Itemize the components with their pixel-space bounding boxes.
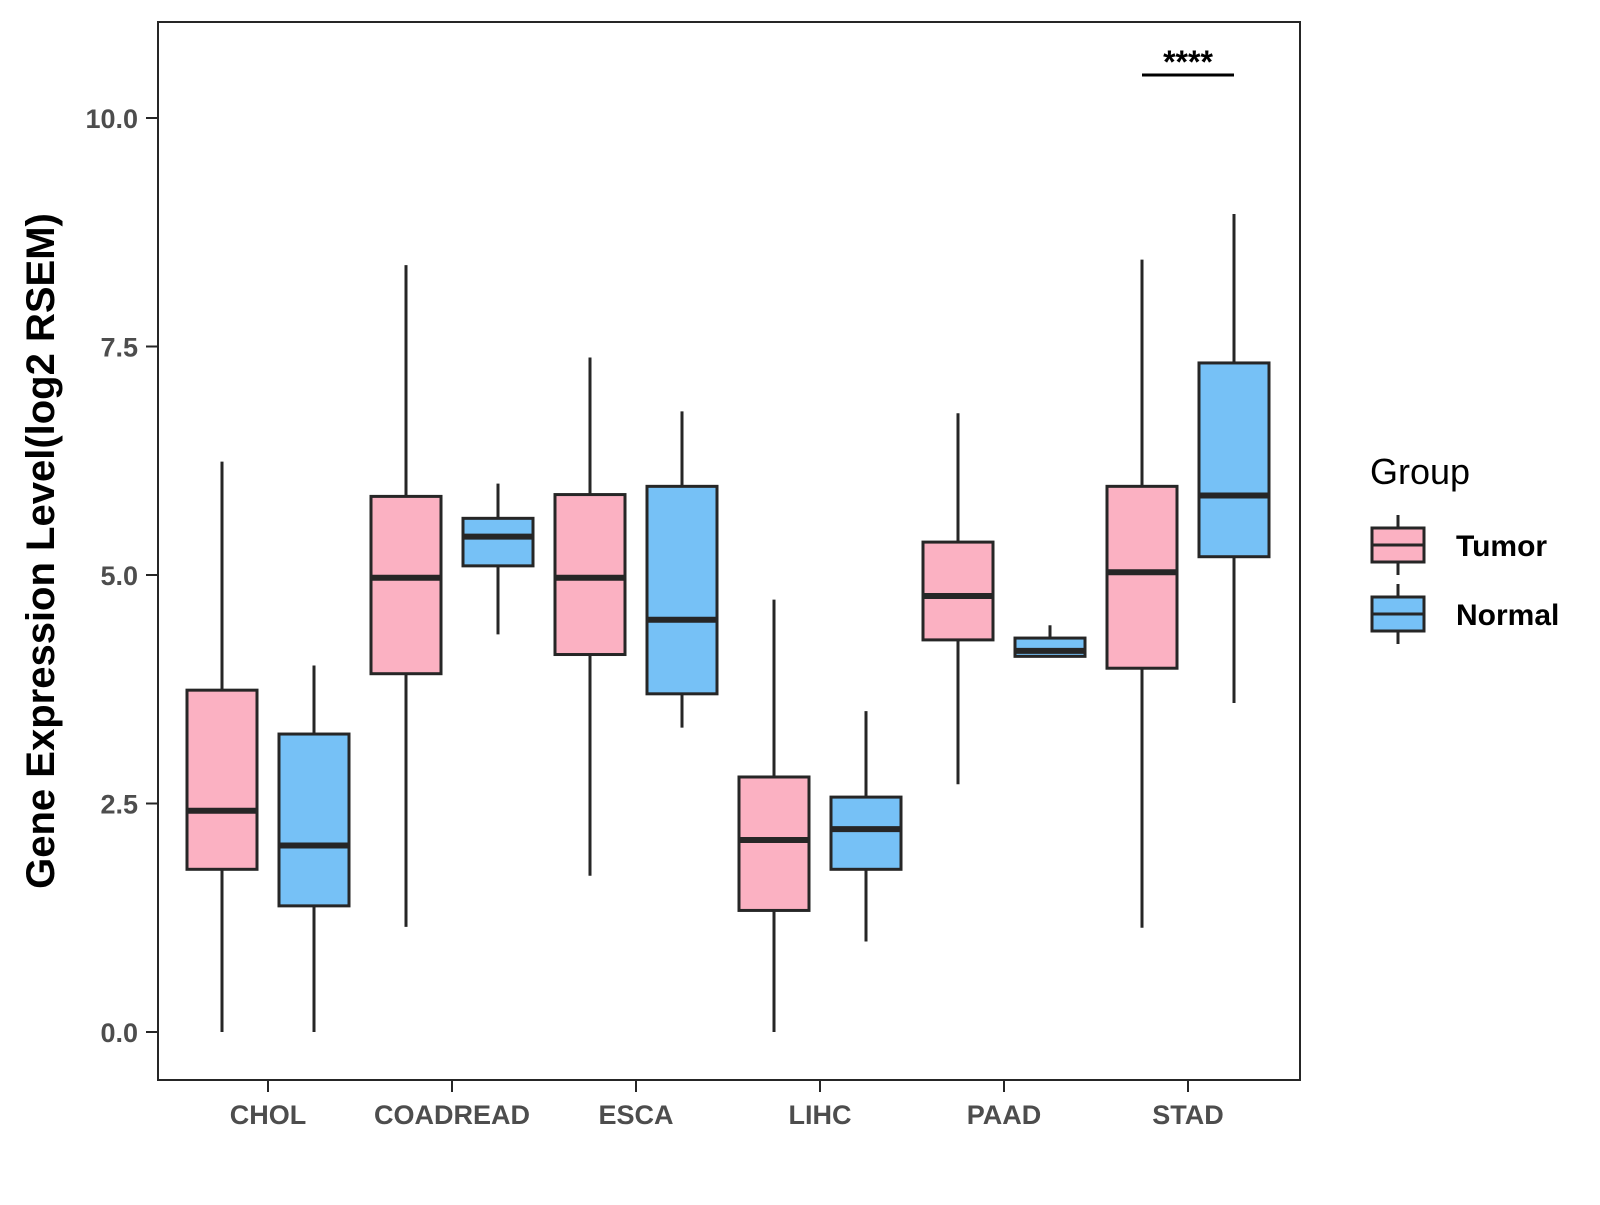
box-body [829, 795, 903, 871]
box-body [369, 494, 443, 676]
plot-panel-border [157, 21, 1301, 1081]
box-tumor-lihc [737, 599, 811, 1032]
legend-title: Group [1370, 451, 1470, 492]
x-tick-label-paad: PAAD [967, 1100, 1042, 1130]
x-tick-label-lihc: LIHC [789, 1100, 852, 1130]
y-tick-label: 0.0 [100, 1018, 138, 1048]
box-tumor-stad [1105, 259, 1179, 928]
significance-label-stad: **** [1163, 44, 1213, 80]
y-axis-title: Gene Expression Level(log2 RSEM) [19, 213, 63, 889]
box-body [645, 484, 719, 696]
annotation-layer: **** [1142, 44, 1234, 80]
box-body [277, 732, 351, 908]
box-normal-esca [645, 411, 719, 728]
box-normal-chol [277, 665, 351, 1032]
box-body [461, 516, 535, 568]
y-tick-label: 5.0 [100, 561, 138, 591]
box-tumor-paad [921, 413, 995, 785]
legend-entry-tumor: Tumor [1370, 515, 1547, 575]
x-tick-label-esca: ESCA [598, 1100, 673, 1130]
box-body [921, 540, 995, 642]
box-normal-lihc [829, 711, 903, 942]
y-tick-label: 2.5 [100, 790, 138, 820]
x-tick-label-chol: CHOL [230, 1100, 307, 1130]
box-body [1105, 484, 1179, 670]
legend-label-normal: Normal [1456, 599, 1559, 632]
legend-label-tumor: Tumor [1456, 530, 1547, 563]
box-body [737, 775, 811, 912]
axes-layer: 0.0 2.5 5.0 7.5 10.0 CHOL COADREAD ESCA LIHC PAAD… [19, 21, 1301, 1130]
boxes-layer [185, 213, 1271, 1032]
box-normal-coadread [461, 483, 535, 635]
box-body [1197, 361, 1271, 559]
x-tick-label-stad: STAD [1152, 1100, 1224, 1130]
y-tick-label: 7.5 [100, 333, 138, 363]
box-tumor-esca [553, 357, 627, 876]
x-tick-label-coadread: COADREAD [374, 1100, 530, 1130]
box-body [553, 493, 627, 657]
box-normal-paad [1013, 625, 1087, 658]
box-body [185, 688, 259, 871]
box-tumor-coadread [369, 265, 443, 927]
legend-entry-normal: Normal [1370, 584, 1559, 644]
box-normal-stad [1197, 213, 1271, 703]
y-tick-label: 10.0 [85, 104, 138, 134]
legend-layer: Group Tumor Normal [1370, 451, 1559, 644]
box-tumor-chol [185, 461, 259, 1032]
